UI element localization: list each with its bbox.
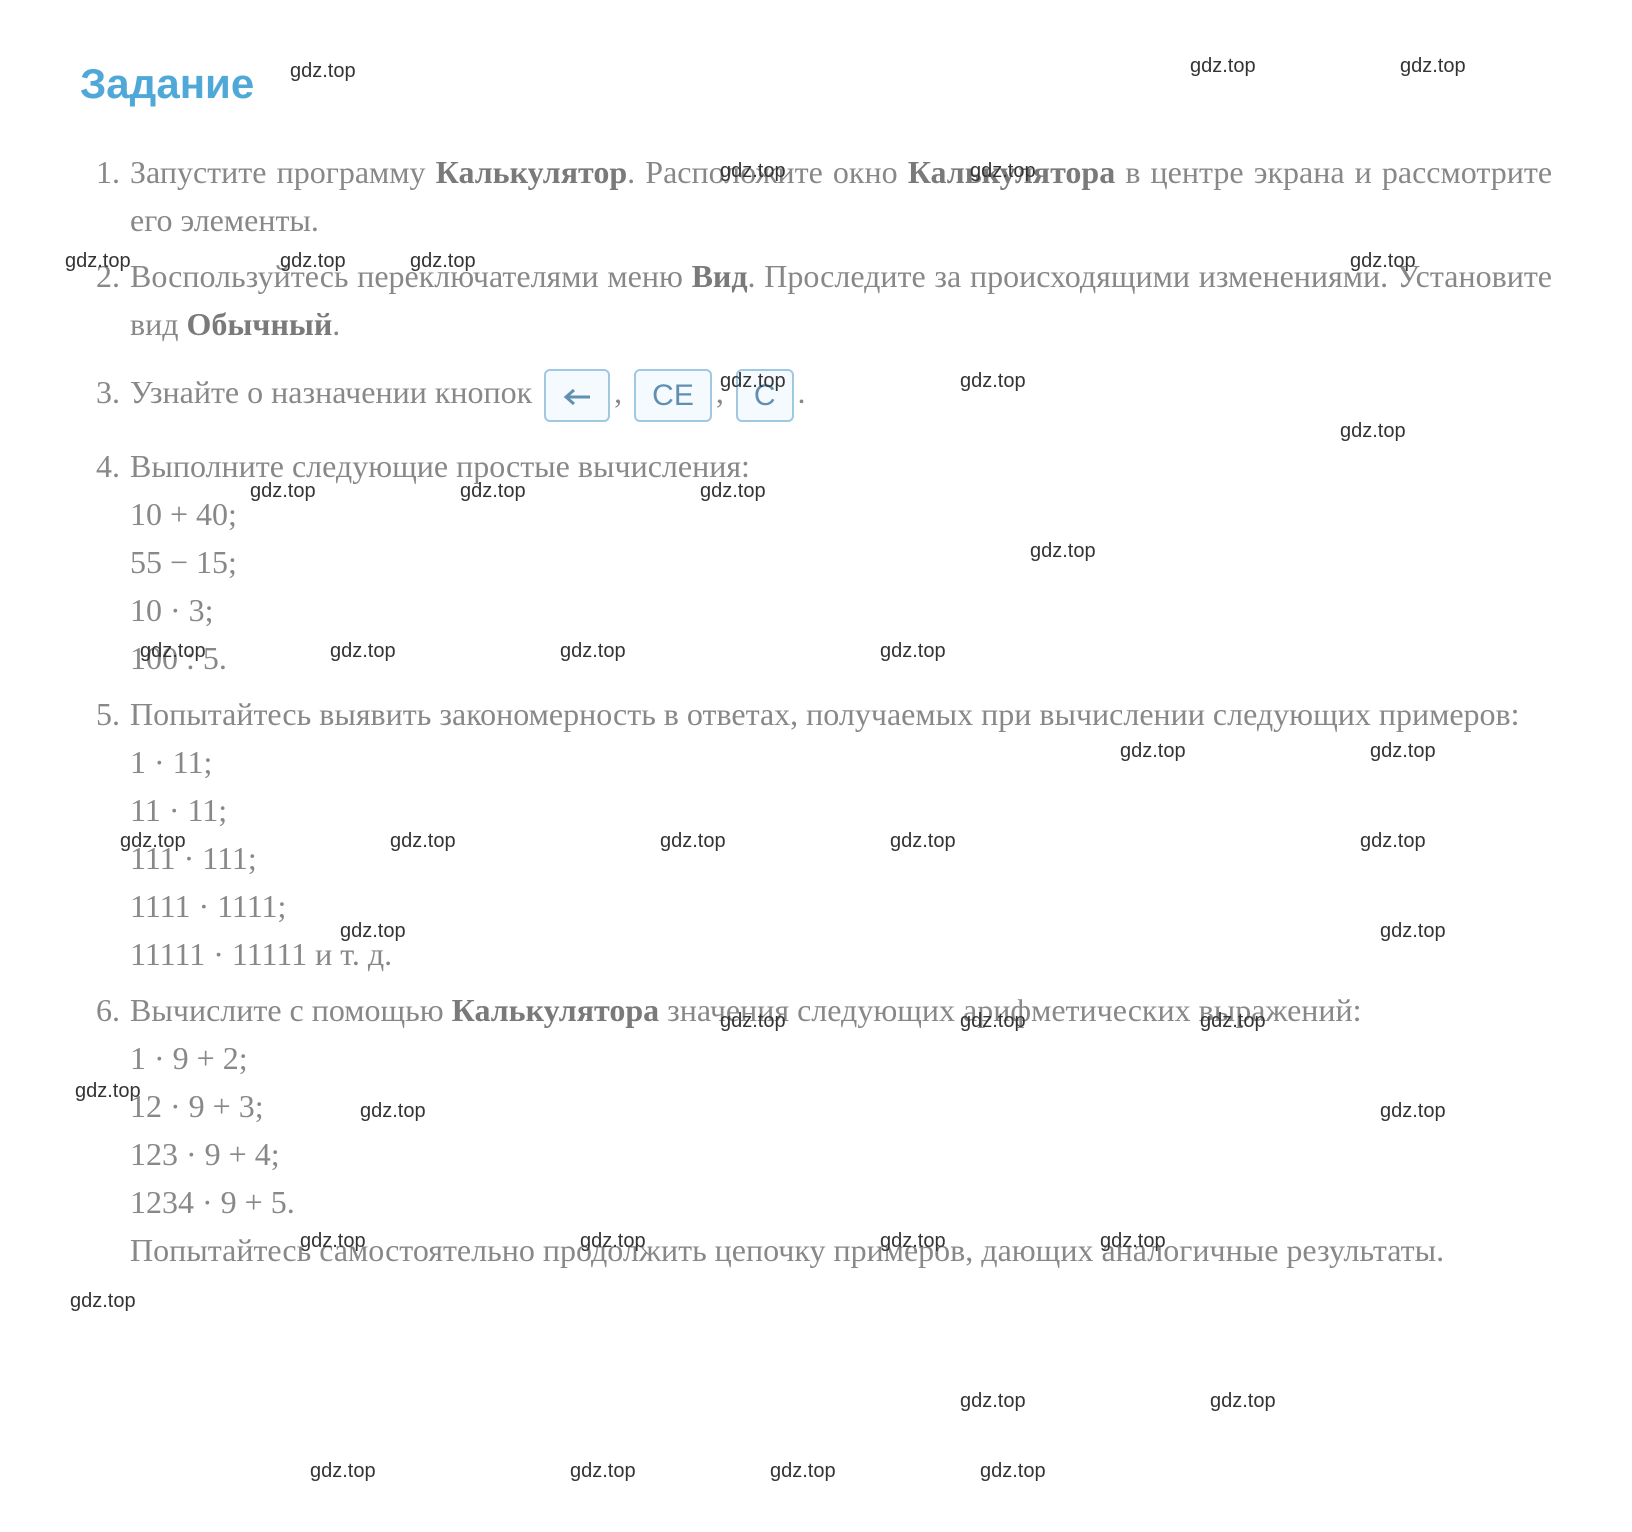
watermark: gdz.top (980, 1460, 1046, 1483)
watermark: gdz.top (70, 1290, 136, 1313)
bold-text: Калькулятор (436, 154, 627, 190)
c-key: C (736, 369, 794, 422)
text: значения следующих арифметических выраже… (659, 992, 1361, 1028)
item-number: 5. (80, 690, 130, 978)
watermark: gdz.top (310, 1460, 376, 1483)
task-heading: Задание (80, 60, 1552, 108)
text: . (798, 374, 806, 410)
list-item-4: 4. Выполните следующие простые вычислени… (80, 442, 1552, 682)
back-arrow-key (544, 369, 610, 422)
item-body: Выполните следующие простые вычисления: … (130, 442, 1552, 682)
item-number: 2. (80, 252, 130, 348)
bold-text: Калькулятора (908, 154, 1115, 190)
calc-line: 55 − 15; (130, 538, 1552, 586)
calc-line: 1 · 11; (130, 738, 1552, 786)
text: Запустите программу (130, 154, 436, 190)
text: . (332, 306, 340, 342)
text: Узнайте о назначении кнопок (130, 374, 540, 410)
calc-line: 10 · 3; (130, 586, 1552, 634)
text: Попытайтесь самостоятельно продолжить це… (130, 1226, 1552, 1274)
ce-key: CE (634, 369, 712, 422)
item-body: Попытайтесь выявить закономерность в отв… (130, 690, 1552, 978)
calc-line: 123 · 9 + 4; (130, 1130, 1552, 1178)
calc-line: 12 · 9 + 3; (130, 1082, 1552, 1130)
calc-line: 10 + 40; (130, 490, 1552, 538)
text: Выполните следующие простые вычисления: (130, 442, 1552, 490)
text: . Расположите окно (627, 154, 908, 190)
list-item-2: 2. Воспользуйтесь переключателями меню В… (80, 252, 1552, 348)
calc-line: 11111 · 11111 и т. д. (130, 930, 1552, 978)
bold-text: Вид (692, 258, 748, 294)
bold-text: Калькулятора (452, 992, 659, 1028)
watermark: gdz.top (570, 1460, 636, 1483)
list-item-1: 1. Запустите программу Калькулятор. Расп… (80, 148, 1552, 244)
bold-text: Обычный (187, 306, 333, 342)
calc-line: 100 : 5. (130, 634, 1552, 682)
item-body: Вычислите с помощью Калькулятора значени… (130, 986, 1552, 1274)
calc-line: 11 · 11; (130, 786, 1552, 834)
calc-line: 1234 · 9 + 5. (130, 1178, 1552, 1226)
text: Воспользуйтесь переключателями меню (130, 258, 692, 294)
text: Вычислите с помощью (130, 992, 452, 1028)
calc-line: 1111 · 1111; (130, 882, 1552, 930)
watermark: gdz.top (1210, 1390, 1276, 1413)
watermark: gdz.top (960, 1390, 1026, 1413)
item-number: 1. (80, 148, 130, 244)
calc-line: 1 · 9 + 2; (130, 1034, 1552, 1082)
item-body: Узнайте о назначении кнопок , CE, C. (130, 368, 1552, 422)
text: , (614, 374, 630, 410)
item-number: 3. (80, 368, 130, 422)
arrow-left-icon (562, 387, 592, 407)
item-number: 6. (80, 986, 130, 1274)
calc-line: 111 · 111; (130, 834, 1552, 882)
task-content: 1. Запустите программу Калькулятор. Расп… (80, 148, 1552, 1274)
text: , (716, 374, 732, 410)
item-body: Запустите программу Калькулятор. Располо… (130, 148, 1552, 244)
text: Попытайтесь выявить закономерность в отв… (130, 690, 1552, 738)
list-item-5: 5. Попытайтесь выявить закономерность в … (80, 690, 1552, 978)
watermark: gdz.top (770, 1460, 836, 1483)
list-item-6: 6. Вычислите с помощью Калькулятора знач… (80, 986, 1552, 1274)
item-body: Воспользуйтесь переключателями меню Вид.… (130, 252, 1552, 348)
item-number: 4. (80, 442, 130, 682)
list-item-3: 3. Узнайте о назначении кнопок , CE, C. (80, 368, 1552, 422)
